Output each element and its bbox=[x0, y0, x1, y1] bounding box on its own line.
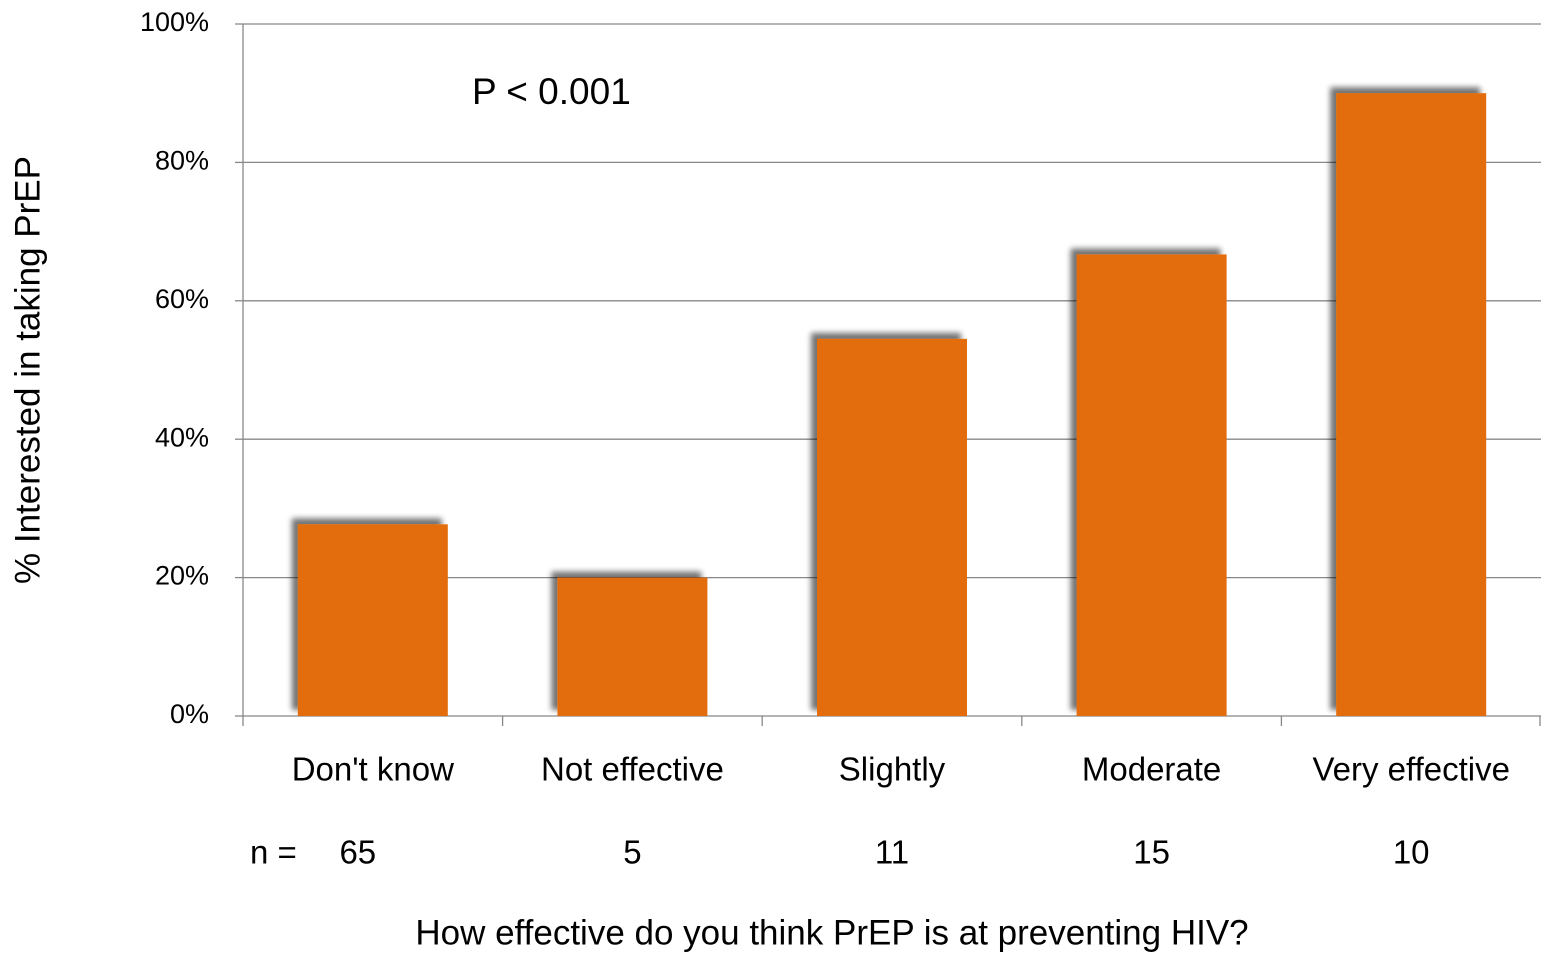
n-value: 5 bbox=[623, 834, 641, 871]
x-tick-label: Not effective bbox=[541, 751, 724, 788]
y-tick-label: 0% bbox=[170, 699, 209, 729]
x-tick-label: Very effective bbox=[1312, 751, 1510, 788]
y-tick-label: 40% bbox=[155, 422, 209, 452]
n-value: 11 bbox=[875, 834, 909, 871]
y-axis-title: % Interested in taking PrEP bbox=[8, 156, 47, 584]
bar bbox=[557, 577, 708, 716]
n-value: 15 bbox=[1133, 834, 1170, 871]
bar bbox=[297, 524, 448, 716]
n-label: n = bbox=[250, 834, 297, 871]
annotation: P < 0.001 bbox=[472, 71, 631, 112]
bar bbox=[1336, 93, 1487, 716]
y-tick-label: 60% bbox=[155, 284, 209, 314]
n-value: 10 bbox=[1393, 834, 1430, 871]
x-tick-label: Moderate bbox=[1082, 751, 1221, 788]
n-value: 65 bbox=[339, 834, 376, 871]
x-axis-title: How effective do you think PrEP is at pr… bbox=[415, 913, 1248, 952]
y-tick-label: 80% bbox=[155, 146, 209, 176]
y-tick-label: 20% bbox=[155, 561, 209, 591]
bar bbox=[1076, 254, 1227, 716]
x-tick-label: Don't know bbox=[292, 751, 454, 788]
x-tick-label: Slightly bbox=[839, 751, 946, 788]
y-tick-label: 100% bbox=[140, 7, 209, 37]
bar bbox=[817, 338, 967, 716]
